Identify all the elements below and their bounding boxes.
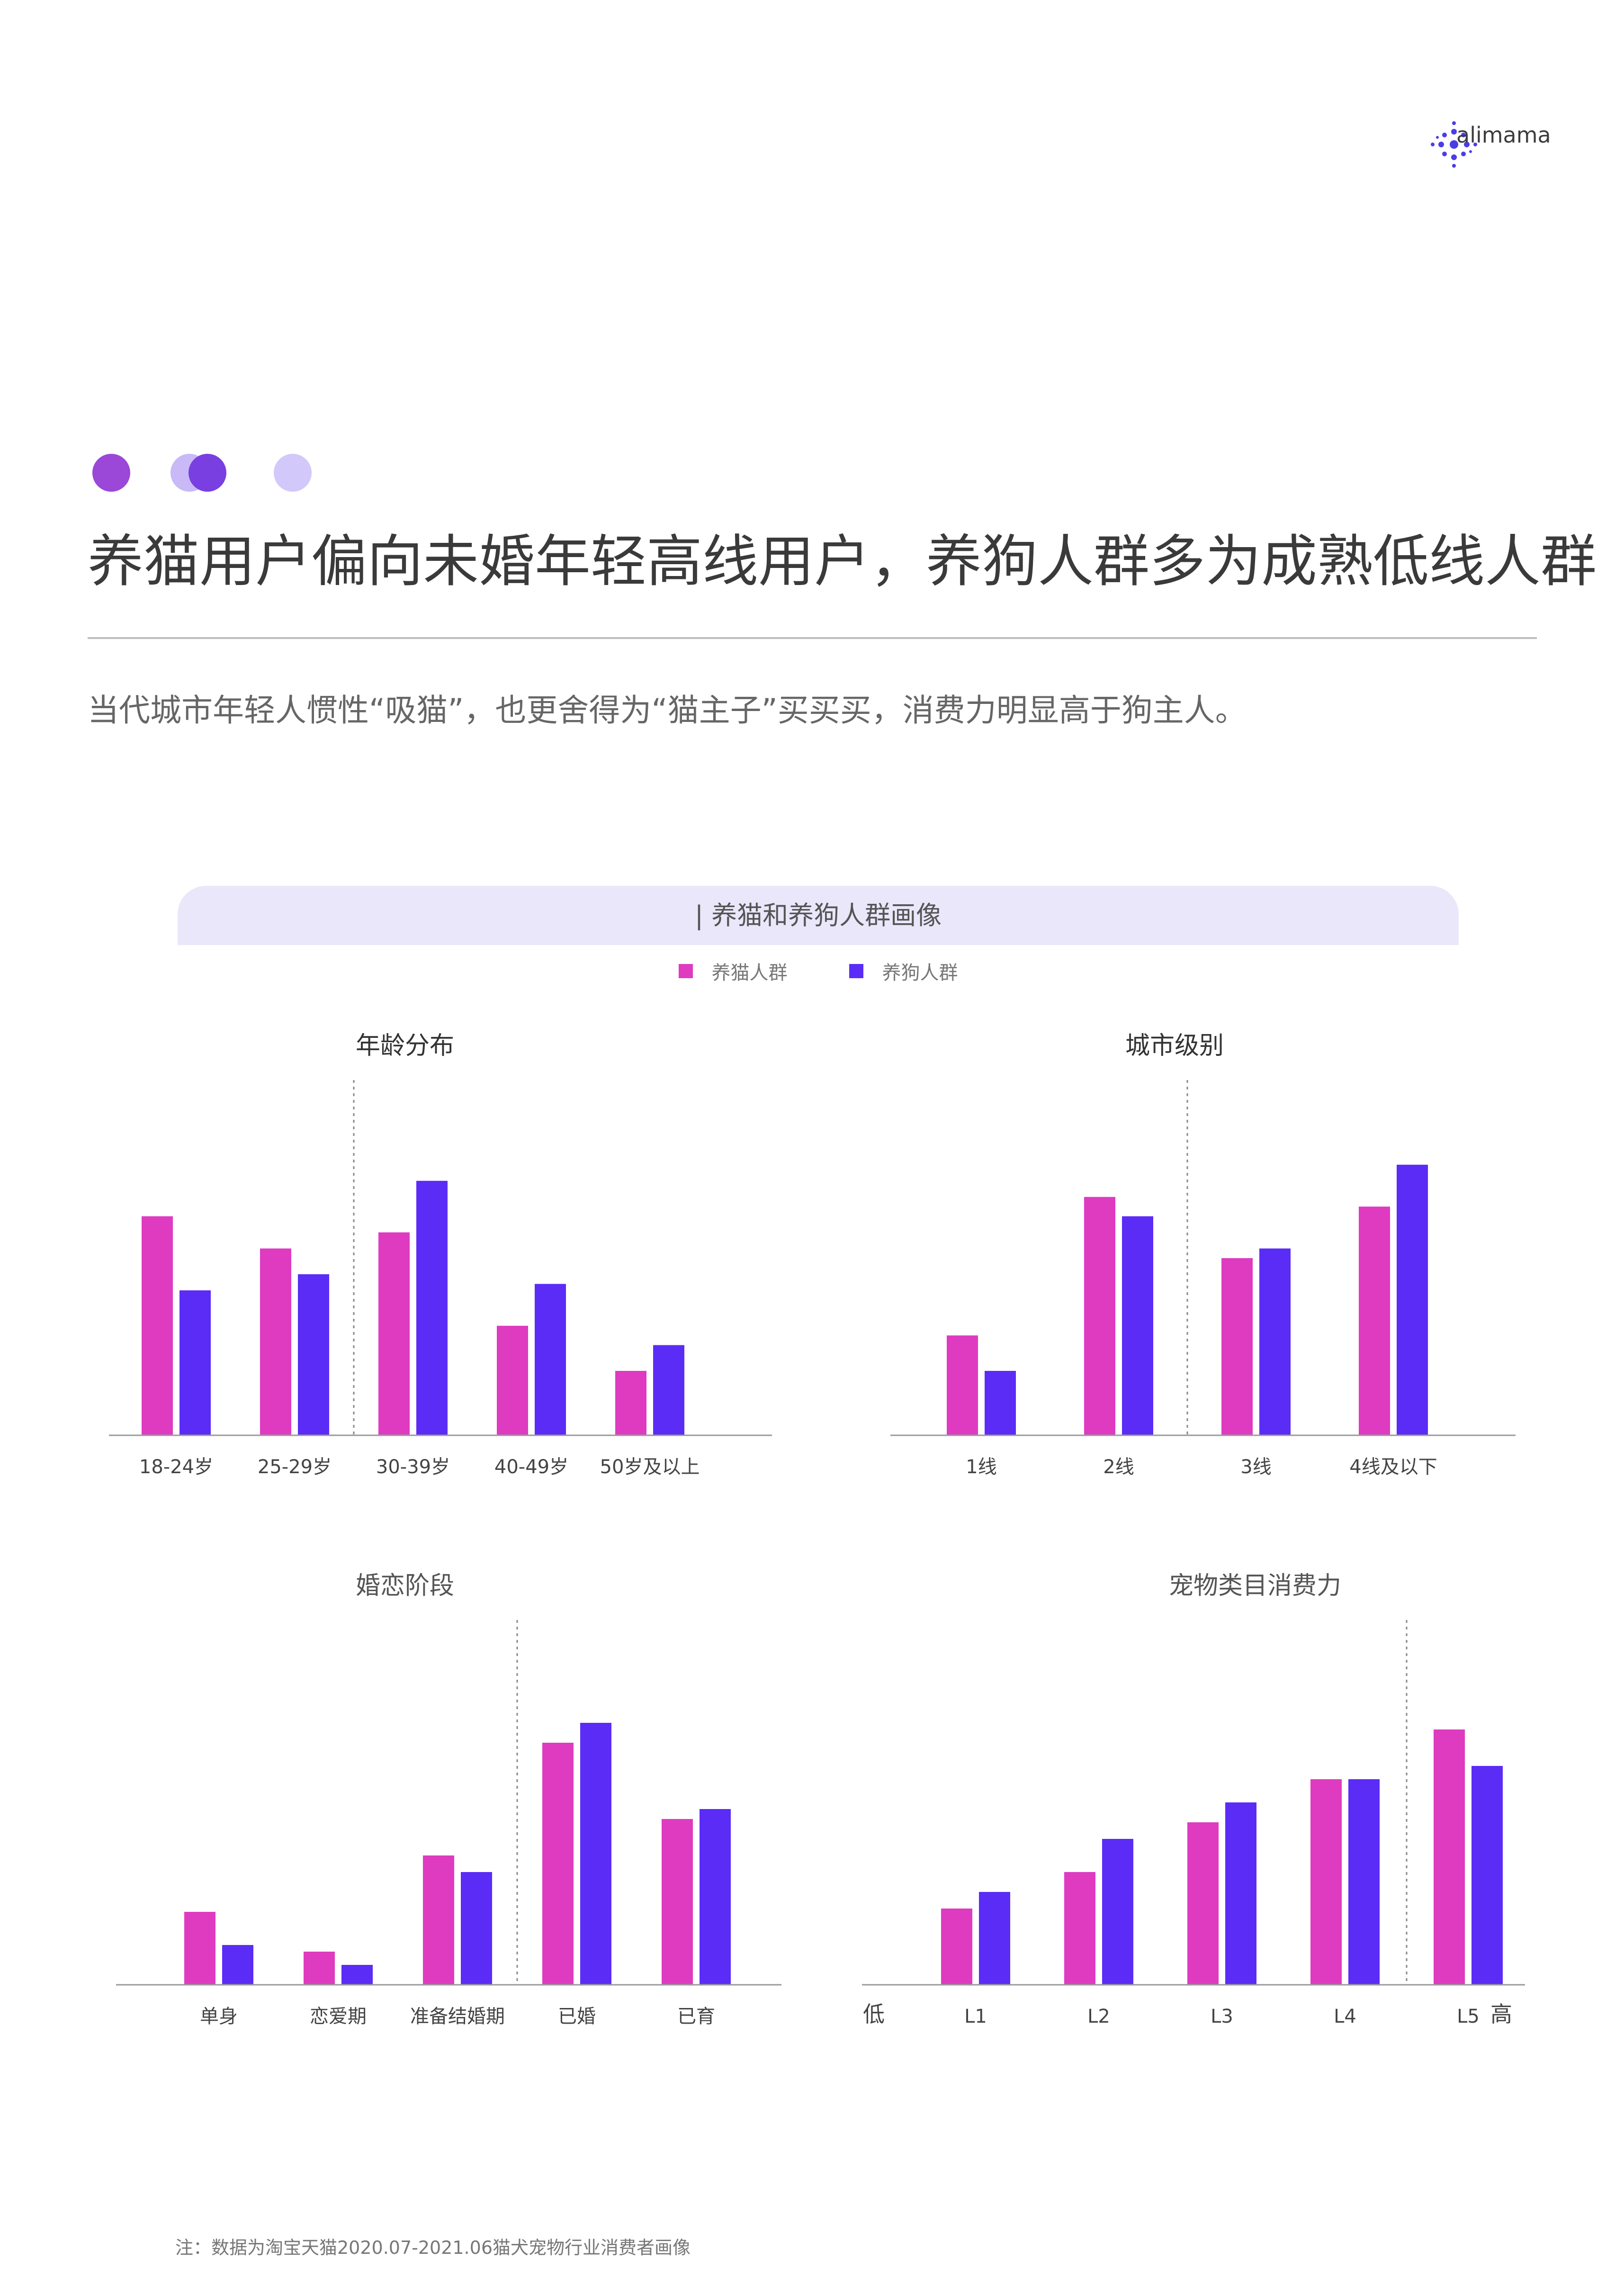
bar-dog-1 xyxy=(1122,1216,1153,1435)
footnote: 注：数据为淘宝天猫2020.07-2021.06猫犬宠物行业消费者画像 xyxy=(175,2237,691,2258)
bar-cat-0 xyxy=(941,1909,972,1985)
bar-cat-4 xyxy=(615,1371,646,1435)
chart-age-distribution: 年龄分布 18-24岁 25-29岁 30-39岁 40-49岁 50岁及以上 xyxy=(109,1032,772,1478)
bar-dog-0 xyxy=(222,1945,253,1985)
bar-dog-3 xyxy=(1348,1779,1380,1985)
legend-swatch-dog xyxy=(849,964,863,978)
panel-header xyxy=(178,886,1459,945)
bar-cat-1 xyxy=(304,1952,335,1985)
x-tick-label: 25-29岁 xyxy=(258,1456,332,1478)
title-divider xyxy=(88,637,1537,639)
bar-dog-2 xyxy=(1259,1248,1291,1435)
legend-label-dog: 养狗人群 xyxy=(882,962,958,984)
axis-high-label: 高 xyxy=(1490,2001,1512,2027)
panel-title: | 养猫和养狗人群画像 xyxy=(694,900,942,930)
bar-dog-4 xyxy=(700,1809,731,1985)
bar-dog-0 xyxy=(985,1371,1016,1435)
x-tick-label: 30-39岁 xyxy=(376,1456,450,1478)
legend-label-cat: 养猫人群 xyxy=(711,962,788,984)
x-tick-label: 恋爱期 xyxy=(310,2006,367,2027)
bar-dog-0 xyxy=(179,1290,211,1435)
chart-pet-spending-power: 宠物类目消费力 L1 L2 L3 L4 L5 低 高 xyxy=(862,1572,1525,2027)
bar-dog-2 xyxy=(461,1872,492,1985)
x-tick-label: 1线 xyxy=(966,1456,996,1478)
page-title: 养猫用户偏向未婚年轻高线用户，养狗人群多为成熟低线人群 xyxy=(88,529,1597,594)
decor-dot-1 xyxy=(92,454,130,492)
bar-dog-1 xyxy=(341,1965,373,1985)
x-tick-label: L1 xyxy=(964,2006,987,2027)
bar-cat-1 xyxy=(1084,1197,1115,1435)
bar-dog-3 xyxy=(535,1284,566,1435)
x-tick-label: 已婚 xyxy=(558,2006,596,2027)
axis-low-label: 低 xyxy=(863,2001,885,2027)
chart-title: 宠物类目消费力 xyxy=(1169,1572,1341,1600)
x-tick-label: 4线及以下 xyxy=(1349,1456,1437,1478)
x-tick-label: L4 xyxy=(1334,2006,1356,2027)
x-tick-label: 已育 xyxy=(677,2006,715,2027)
bar-cat-4 xyxy=(1434,1729,1465,1985)
bar-cat-3 xyxy=(1310,1779,1342,1985)
bar-cat-1 xyxy=(260,1248,291,1435)
chart-title: 城市级别 xyxy=(1125,1032,1224,1060)
chart-title: 年龄分布 xyxy=(356,1032,454,1060)
bar-dog-3 xyxy=(580,1723,611,1985)
brand-name: alimama xyxy=(1456,122,1551,148)
x-tick-label: 50岁及以上 xyxy=(600,1456,700,1478)
chart-title: 婚恋阶段 xyxy=(356,1572,454,1600)
bar-dog-3 xyxy=(1397,1164,1428,1435)
bar-cat-3 xyxy=(497,1325,528,1435)
x-tick-label: 40-49岁 xyxy=(494,1456,568,1478)
bar-cat-3 xyxy=(542,1743,574,1985)
x-tick-label: L2 xyxy=(1087,2006,1110,2027)
bar-cat-2 xyxy=(423,1855,454,1985)
legend-item-dog: 养狗人群 xyxy=(849,957,958,985)
x-tick-label: 准备结婚期 xyxy=(410,2006,505,2027)
bar-cat-2 xyxy=(1221,1258,1253,1435)
bar-dog-4 xyxy=(1471,1766,1503,1985)
bar-cat-1 xyxy=(1064,1872,1095,1985)
bar-dog-2 xyxy=(1225,1802,1256,1985)
legend-swatch-cat xyxy=(678,964,693,978)
x-tick-label: 2线 xyxy=(1103,1456,1134,1478)
bar-dog-1 xyxy=(1102,1839,1133,1985)
bar-cat-4 xyxy=(662,1819,693,1985)
x-tick-label: L3 xyxy=(1211,2006,1233,2027)
decor-dot-3 xyxy=(188,454,226,492)
legend: 养猫人群 养狗人群 xyxy=(178,954,1459,988)
decor-dot-4 xyxy=(274,454,312,492)
chart-city-level: 城市级别 1线 2线 3线 4线及以下 xyxy=(890,1032,1516,1478)
x-tick-label: 单身 xyxy=(200,2006,238,2027)
x-tick-label: 18-24岁 xyxy=(139,1456,213,1478)
bar-dog-4 xyxy=(653,1345,684,1435)
bar-dog-1 xyxy=(298,1274,329,1435)
page-subtitle: 当代城市年轻人惯性“吸猫”，也更舍得为“猫主子”买买买，消费力明显高于狗主人。 xyxy=(88,692,1247,729)
bar-dog-2 xyxy=(416,1180,448,1435)
bar-cat-0 xyxy=(184,1912,215,1985)
x-tick-label: L5 xyxy=(1457,2006,1480,2027)
bar-cat-2 xyxy=(378,1232,410,1435)
legend-item-cat: 养猫人群 xyxy=(678,957,788,985)
bar-cat-0 xyxy=(142,1216,173,1435)
bar-cat-2 xyxy=(1187,1822,1219,1985)
alimama-logo-icon xyxy=(1431,121,1477,168)
bar-dog-0 xyxy=(979,1892,1010,1985)
bar-cat-3 xyxy=(1359,1207,1390,1435)
x-tick-label: 3线 xyxy=(1240,1456,1271,1478)
bar-cat-0 xyxy=(947,1335,978,1435)
